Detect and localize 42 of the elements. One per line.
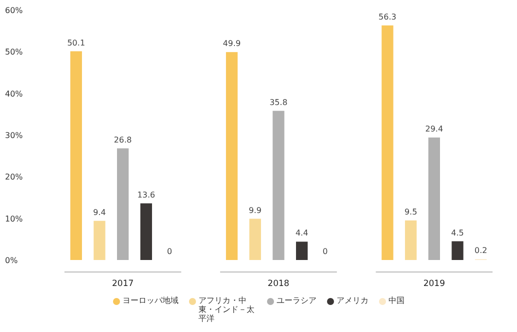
bar — [140, 203, 152, 260]
data-label: 9.9 — [248, 206, 262, 215]
x-tick-label: 2018 — [268, 279, 290, 289]
bar — [70, 51, 82, 260]
y-tick-label: 0% — [5, 256, 18, 265]
x-tick-label: 2017 — [112, 279, 134, 289]
data-label: 4.4 — [295, 228, 308, 238]
legend-label: 中国 — [388, 296, 404, 306]
data-label: 49.9 — [222, 39, 241, 48]
y-tick-label: 10% — [5, 214, 24, 224]
y-tick-label: 60% — [5, 6, 24, 15]
data-label: 26.8 — [114, 135, 132, 144]
y-tick-label: 50% — [5, 48, 24, 57]
data-label: 0 — [322, 247, 328, 256]
data-label: 13.6 — [137, 190, 156, 200]
y-tick-label: 20% — [5, 172, 24, 182]
bar — [226, 52, 238, 260]
data-label: 56.3 — [378, 12, 396, 22]
bar — [452, 241, 464, 260]
data-label: 9.4 — [93, 208, 106, 217]
bar — [94, 220, 106, 260]
data-label: 0.2 — [474, 246, 488, 256]
bar — [404, 220, 417, 260]
bar — [116, 148, 129, 260]
data-label: 29.4 — [425, 124, 444, 134]
bar — [296, 242, 308, 260]
data-label: 4.5 — [451, 228, 464, 238]
data-label: 9.5 — [404, 207, 418, 216]
data-label: 50.1 — [67, 38, 86, 48]
bar — [272, 110, 284, 260]
x-tick-label: 2019 — [423, 279, 445, 289]
y-tick-label: 40% — [5, 89, 24, 98]
legend-label: アフリカ・中東・インド－太平洋 — [198, 296, 256, 324]
legend-label: ユーラシア — [276, 296, 316, 306]
y-tick-label: 30% — [5, 131, 24, 140]
bar — [428, 138, 440, 260]
legend-label: ヨーロッパ地域 — [122, 296, 178, 306]
data-label: 35.8 — [270, 98, 288, 107]
bar — [249, 218, 261, 260]
bar — [382, 25, 394, 260]
legend-label: アメリカ — [336, 296, 368, 306]
data-label: 0 — [166, 247, 172, 256]
